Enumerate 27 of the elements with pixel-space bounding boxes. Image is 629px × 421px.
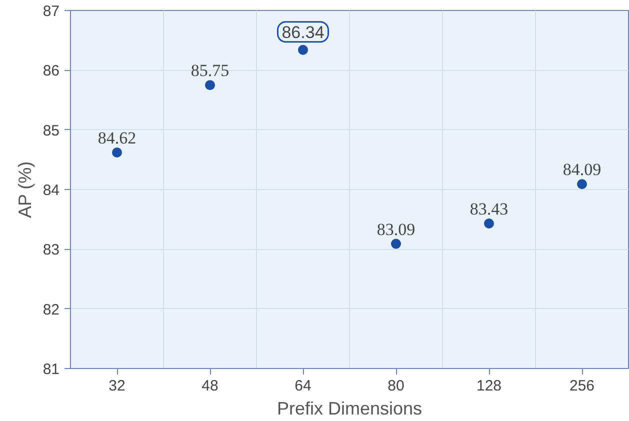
y-tick-label: 87 [42,3,60,20]
x-tick-label: 128 [476,378,502,394]
y-tick-label: 85 [42,122,60,140]
x-tick-label: 48 [202,378,218,394]
x-tick-label: 80 [388,378,404,394]
point [391,238,401,249]
point [484,218,494,228]
x-tick-label: 256 [569,378,595,394]
x-tick-label: 64 [294,378,312,394]
y-tick-label: 86 [42,62,60,80]
y-axis-title: AP (%) [14,161,35,218]
y-tick-label: 81 [42,361,60,378]
data-label: 85.75 [190,61,230,80]
data-label: 84.62 [98,128,136,148]
data-label: 83.09 [376,220,416,239]
point [112,148,122,158]
x-tick-label: 32 [108,378,126,394]
y-tick-label: 83 [42,242,60,259]
point [205,80,215,90]
y-tick-label: 84 [42,182,60,199]
annotation: 86.34 [282,22,324,42]
point [577,179,587,190]
y-tick-label: 82 [42,301,60,318]
data-label: 83.43 [470,200,508,219]
x-axis-title: Prefix Dimensions [276,398,422,418]
point [298,44,308,55]
data-label: 84.09 [562,160,602,180]
